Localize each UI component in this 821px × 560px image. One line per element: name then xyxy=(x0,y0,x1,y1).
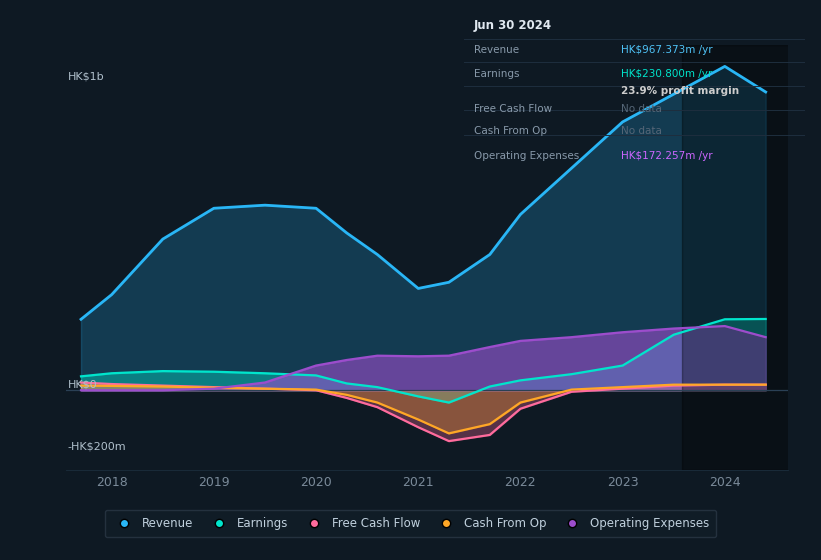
Text: HK$0: HK$0 xyxy=(67,380,98,390)
Text: HK$967.373m /yr: HK$967.373m /yr xyxy=(621,45,713,55)
Text: Cash From Op: Cash From Op xyxy=(474,127,547,136)
Text: HK$230.800m /yr: HK$230.800m /yr xyxy=(621,69,712,79)
Text: No data: No data xyxy=(621,104,662,114)
Text: Operating Expenses: Operating Expenses xyxy=(474,151,580,161)
Text: 23.9% profit margin: 23.9% profit margin xyxy=(621,86,739,96)
Text: HK$1b: HK$1b xyxy=(67,72,104,82)
Legend: Revenue, Earnings, Free Cash Flow, Cash From Op, Operating Expenses: Revenue, Earnings, Free Cash Flow, Cash … xyxy=(105,510,716,537)
Text: No data: No data xyxy=(621,127,662,136)
Text: -HK$200m: -HK$200m xyxy=(67,441,126,451)
Text: Earnings: Earnings xyxy=(474,69,520,79)
Text: Jun 30 2024: Jun 30 2024 xyxy=(474,19,553,32)
Text: Revenue: Revenue xyxy=(474,45,519,55)
Text: Free Cash Flow: Free Cash Flow xyxy=(474,104,553,114)
Text: HK$172.257m /yr: HK$172.257m /yr xyxy=(621,151,713,161)
Bar xyxy=(682,45,798,470)
